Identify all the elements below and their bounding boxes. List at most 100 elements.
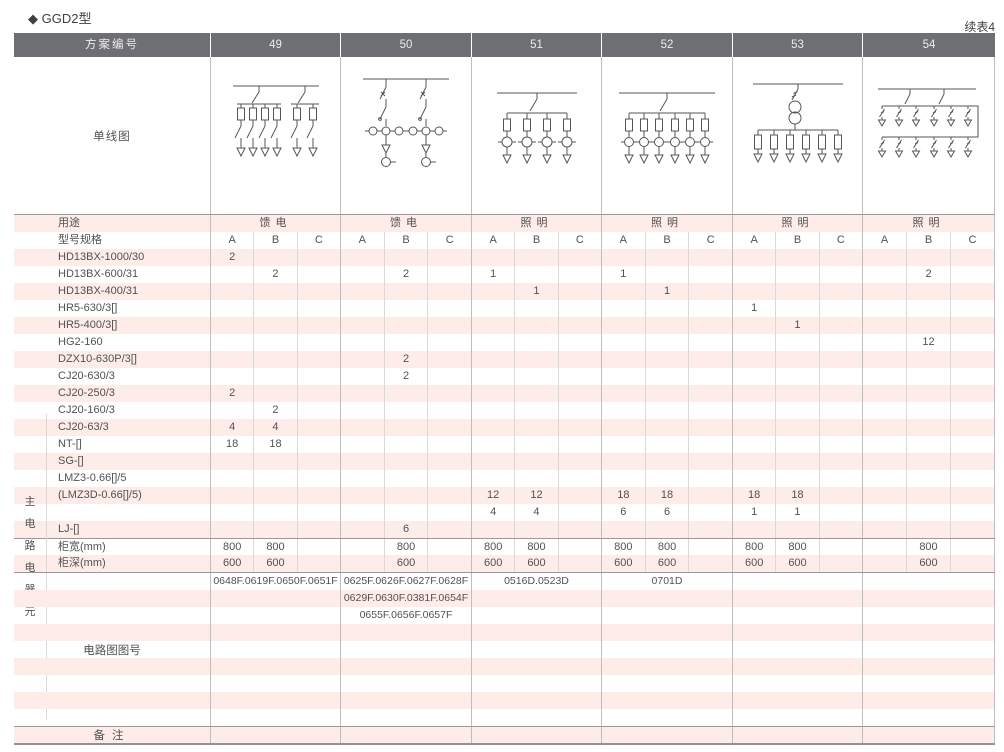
component-cell-52-A: 18: [617, 489, 630, 501]
component-cell-53-C: [818, 419, 862, 436]
component-label: LMZ3-0.66[]/5: [58, 472, 127, 484]
component-cell-49-B: [253, 334, 296, 351]
table-row: CJ20-63/3 4 4: [14, 419, 995, 436]
component-cell-54-C: [950, 487, 994, 504]
remark-cell-49: [210, 727, 340, 743]
component-cell-49-B: [253, 317, 296, 334]
size-cell-50-B: 800: [383, 539, 428, 555]
component-col-50: 2: [340, 266, 471, 283]
component-col-51: [471, 521, 601, 538]
component-cell-50-B: [383, 487, 428, 504]
component-col-50: [340, 504, 471, 521]
side-label-char: 主: [24, 496, 36, 508]
usage-value-54: 照明: [862, 215, 995, 232]
circuit-number-51: [471, 709, 601, 726]
component-cell-54-C: [950, 521, 994, 538]
component-col-49: [210, 283, 340, 300]
component-cell-51-C: [557, 402, 601, 419]
component-cell-50-B: [383, 436, 428, 453]
single-line-diagram-row: 单线图: [14, 57, 995, 215]
circuit-number-54: [862, 658, 995, 675]
component-cell-51-B: [514, 402, 557, 419]
component-cell-50-B: [383, 249, 428, 266]
size-col-50: 600: [340, 555, 471, 572]
component-col-52: [601, 419, 732, 436]
component-col-51: [471, 249, 601, 266]
component-cell-51-C: [557, 487, 601, 504]
component-cell-50-A: [341, 521, 384, 538]
size-col-49: 600 600: [210, 555, 340, 572]
scheme-number-53: 53: [732, 33, 862, 57]
component-col-54: [862, 317, 995, 334]
page-title: ◆ GGD2型: [28, 11, 92, 26]
component-cell-52-A: [602, 436, 645, 453]
component-cell-52-B: [644, 249, 689, 266]
component-cell-51-C: [557, 317, 601, 334]
component-cell-50-A: [341, 283, 384, 300]
size-cell-50-C: [427, 539, 471, 555]
component-cell-51-C: [557, 351, 601, 368]
component-cell-53-A: [733, 283, 775, 300]
component-cell-50-C: [427, 504, 471, 521]
remark-label: 备注: [93, 730, 131, 742]
component-cell-54-C: [950, 470, 994, 487]
component-cell-54-C: [950, 283, 994, 300]
lighting-two-tier-diagram: [877, 88, 978, 158]
table-row: CJ20-250/3 2: [14, 385, 995, 402]
component-col-53: [732, 368, 862, 385]
circuit-number-50: [340, 709, 471, 726]
subcol-header-54-C: C: [950, 232, 994, 249]
component-cell-50-B: [383, 419, 428, 436]
component-cell-52-A: [602, 249, 645, 266]
component-cell-52-C: [688, 470, 732, 487]
component-cell-50-C: [427, 368, 471, 385]
component-cell-54-B: [906, 453, 950, 470]
component-cell-49-A: [211, 334, 253, 351]
subcol-header-53-C: C: [818, 232, 862, 249]
component-cell-50-C: [427, 402, 471, 419]
scheme-number-51: 51: [471, 33, 601, 57]
component-cell-54-C: [950, 368, 994, 385]
single-line-diagram-50: [340, 57, 471, 214]
component-cell-54-A: [863, 266, 906, 283]
component-cell-51-B: [514, 368, 557, 385]
component-cell-54-C: [950, 351, 994, 368]
component-cell-53-B: [775, 419, 818, 436]
table-row: HD13BX-400/31 1 1: [14, 283, 995, 300]
component-cell-50-A: [341, 368, 384, 385]
component-cell-49-A: [211, 317, 253, 334]
component-cell-51-C: [557, 436, 601, 453]
component-col-53: [732, 470, 862, 487]
circuit-number-row: [14, 624, 995, 641]
component-col-49: 2: [210, 385, 340, 402]
component-label: HR5-400/3[]: [58, 319, 118, 331]
circuit-number-52: [601, 624, 732, 641]
component-col-54: [862, 419, 995, 436]
component-cell-54-A: [863, 504, 906, 521]
component-cell-53-B: [775, 521, 818, 538]
component-cell-50-A: [341, 385, 384, 402]
subcol-header-50-C: C: [427, 232, 471, 249]
component-cell-49-B: 4: [253, 419, 296, 436]
size-cell-50-A: [341, 555, 384, 572]
usage-value-49: 馈电: [210, 215, 340, 232]
component-cell-50-C: [427, 453, 471, 470]
component-cell-52-B: [644, 334, 689, 351]
circuit-number-53: [732, 692, 862, 709]
cabinet-size-row: 柜深(mm) 600 600 600 600 600 600 600 600 600 600: [14, 555, 995, 572]
circuit-number-52: [601, 658, 732, 675]
component-cell-51-A: [472, 300, 514, 317]
table-header-row: 方案编号 49 50 51 52 53 54: [14, 33, 995, 57]
component-cell-52-A: [602, 470, 645, 487]
component-cell-50-B: [383, 385, 428, 402]
side-label-char: 元: [24, 606, 36, 618]
component-cell-54-C: [950, 504, 994, 521]
component-cell-53-B: [775, 453, 818, 470]
size-cell-52-A: 800: [614, 541, 633, 553]
component-cell-51-C: [557, 470, 601, 487]
component-col-51: [471, 436, 601, 453]
component-col-50: [340, 453, 471, 470]
size-cell-51-B: 600: [514, 555, 557, 572]
